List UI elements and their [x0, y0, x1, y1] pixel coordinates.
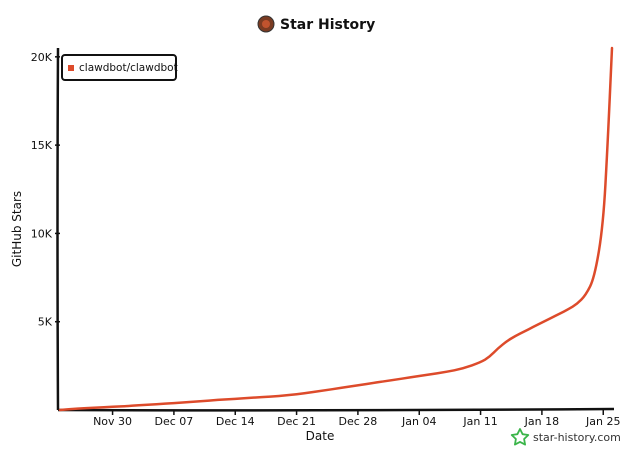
legend: clawdbot/clawdbot: [61, 54, 178, 81]
x-axis-title: Date: [306, 429, 335, 443]
x-tick-label: Dec 28: [339, 415, 378, 428]
chart-title: Star History: [257, 15, 375, 33]
watermark: star-history.com: [510, 428, 621, 446]
x-tick-label: Dec 07: [155, 415, 194, 428]
x-tick-label: Jan 25: [585, 415, 620, 428]
y-axis-line: [56, 47, 60, 411]
x-axis-ticks: Nov 30 Dec 07 Dec 14 Dec 21 Dec 28 Jan 04 Jan …: [93, 410, 620, 428]
y-tick-label: 5K: [38, 316, 53, 329]
x-tick-label: Jan 04: [401, 415, 436, 428]
x-tick-label: Dec 21: [277, 415, 316, 428]
x-tick-label: Dec 14: [216, 415, 255, 428]
y-tick-label: 15K: [31, 139, 53, 152]
y-tick-label: 20K: [31, 51, 53, 64]
repo-avatar-icon-detail: [262, 20, 270, 28]
star-logo-icon: [510, 428, 530, 446]
series-line-clawdbot: [58, 46, 614, 412]
watermark-text: star-history.com: [533, 431, 621, 444]
x-tick-label: Nov 30: [93, 415, 132, 428]
x-axis-line: [57, 407, 615, 412]
legend-label: clawdbot/clawdbot: [79, 62, 178, 74]
legend-box: [61, 54, 177, 81]
y-tick-label: 10K: [31, 227, 53, 240]
x-tick-label: Jan 18: [524, 415, 559, 428]
legend-swatch: [68, 65, 74, 71]
x-tick-label: Jan 11: [462, 415, 497, 428]
y-axis-ticks: 5K 10K 15K 20K: [31, 51, 60, 329]
chart-title-text: Star History: [280, 17, 375, 33]
y-axis-title: GitHub Stars: [10, 191, 24, 267]
